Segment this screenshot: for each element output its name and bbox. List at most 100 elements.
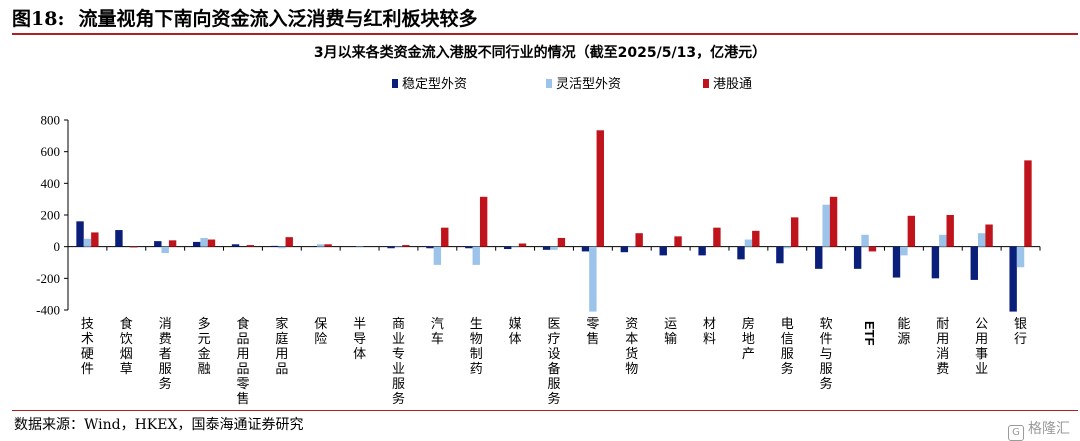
- chart-title: 3月以来各类资金流入港股不同行业的情况（截至2025/5/13，亿港元）: [313, 45, 767, 61]
- bar-connect: [479, 196, 488, 247]
- bar-stable: [504, 246, 512, 250]
- bar-connect: [402, 245, 410, 247]
- bottom-rule: [12, 410, 1078, 411]
- x-tick-label: 房地产: [742, 316, 755, 362]
- bar-flexible: [822, 204, 830, 247]
- bar-connect: [324, 244, 332, 247]
- bar-flexible: [200, 237, 208, 247]
- bar-flexible: [550, 246, 558, 250]
- bar-connect: [207, 239, 216, 247]
- figure-title: 图18: 流量视角下南向资金流入泛消费与红利板块较多: [12, 4, 477, 31]
- bar-stable: [620, 246, 629, 253]
- bar-flexible: [939, 234, 947, 247]
- bar-stable: [737, 246, 745, 260]
- bar-connect: [596, 130, 604, 247]
- bar-connect: [985, 224, 993, 247]
- bar-connect: [91, 232, 99, 247]
- x-tick-label: 能源: [897, 317, 910, 347]
- bar-stable: [659, 246, 667, 256]
- bar-connect: [674, 236, 682, 247]
- legend-swatch-flexible: [546, 79, 552, 88]
- bar-flexible: [394, 246, 403, 248]
- x-tick-label: 商业专业服务: [392, 317, 405, 407]
- watermark: G 格隆汇: [1008, 418, 1070, 441]
- bar-stable: [581, 246, 590, 252]
- bar-stable: [931, 246, 940, 279]
- x-tick-label: 食品用品零售: [236, 316, 249, 407]
- bar-connect: [868, 246, 877, 252]
- bar-flexible: [1016, 246, 1025, 268]
- bar-connect: [1024, 160, 1032, 247]
- bar-stable: [76, 221, 84, 247]
- bar-stable: [426, 246, 434, 249]
- bar-flexible: [861, 234, 869, 247]
- watermark-text: 格隆汇: [1028, 421, 1070, 437]
- legend-swatch-stable: [392, 79, 398, 88]
- figure-number: 图18:: [12, 8, 65, 30]
- bar-stable: [776, 246, 784, 264]
- x-tick-label: 食饮烟草: [120, 316, 133, 377]
- bar-stable: [1009, 246, 1017, 312]
- bar-connect: [285, 237, 293, 247]
- x-tick-label: 媒体: [509, 317, 522, 347]
- bar-stable: [115, 230, 123, 247]
- x-tick-label: 消费者服务: [159, 317, 172, 392]
- y-tick-label: 0: [54, 239, 61, 254]
- x-tick-label: 耐用消费: [936, 317, 949, 377]
- x-tick-label: 软件与服务: [820, 317, 833, 392]
- bar-flexible: [317, 244, 325, 247]
- bar-stable: [892, 246, 901, 278]
- bar-stable: [853, 246, 862, 269]
- x-tick-label: 材料: [703, 317, 716, 347]
- bar-connect: [518, 243, 527, 247]
- x-tick-label: 运输: [664, 317, 677, 347]
- bar-connect: [130, 246, 138, 248]
- bar-connect: [557, 237, 566, 247]
- bar-stable: [270, 245, 279, 247]
- x-tick-label: 零售: [586, 317, 599, 347]
- y-tick-label: 600: [41, 144, 61, 159]
- bar-flexible: [628, 246, 636, 248]
- bar-stable: [154, 241, 162, 247]
- x-tick-label: 资本货物: [625, 317, 638, 377]
- bar-stable: [970, 246, 978, 280]
- bar-flexible: [355, 246, 364, 248]
- y-tick-label: 200: [41, 208, 61, 223]
- y-tick-label: 800: [41, 113, 61, 128]
- bar-flexible: [83, 238, 92, 247]
- legend-label: 稳定型外资: [402, 76, 467, 92]
- bar-connect: [441, 227, 449, 247]
- figure-title-text: 流量视角下南向资金流入泛消费与红利板块较多: [78, 8, 478, 30]
- x-tick-label: 家庭用品: [275, 316, 288, 377]
- x-tick-label: 保险: [314, 317, 327, 347]
- bar-flexible: [589, 246, 597, 312]
- bar-stable: [815, 246, 823, 269]
- x-tick-label: ETF: [862, 321, 877, 346]
- bar-stable: [231, 244, 240, 247]
- x-tick-label: 技术硬件: [81, 317, 94, 377]
- x-tick-label: 银行: [1014, 317, 1027, 347]
- bar-connect: [829, 196, 838, 247]
- source-note: 数据来源：Wind，HKEX，国泰海通证券研究: [14, 417, 304, 433]
- bar-flexible: [977, 233, 986, 247]
- bar-connect: [168, 240, 177, 247]
- y-tick-label: -400: [36, 303, 60, 318]
- bar-stable: [387, 246, 395, 249]
- x-tick-label: 多元金融: [198, 316, 211, 377]
- legend-swatch-connect: [703, 79, 709, 88]
- y-tick-label: 400: [41, 176, 61, 191]
- x-tick-label: 公用事业: [975, 317, 988, 377]
- bar-flexible: [278, 246, 286, 249]
- legend-label: 灵活型外资: [556, 77, 621, 92]
- bar-connect: [246, 245, 255, 247]
- x-tick-label: 生物制药: [470, 317, 483, 377]
- bar-connect: [790, 217, 799, 247]
- bar-connect: [713, 227, 721, 247]
- y-tick-label: -200: [36, 271, 60, 286]
- bar-connect: [752, 230, 760, 247]
- bar-connect: [946, 215, 954, 247]
- top-rule: [12, 33, 1078, 35]
- bar-flexible: [472, 246, 480, 265]
- bar-stable: [465, 246, 473, 249]
